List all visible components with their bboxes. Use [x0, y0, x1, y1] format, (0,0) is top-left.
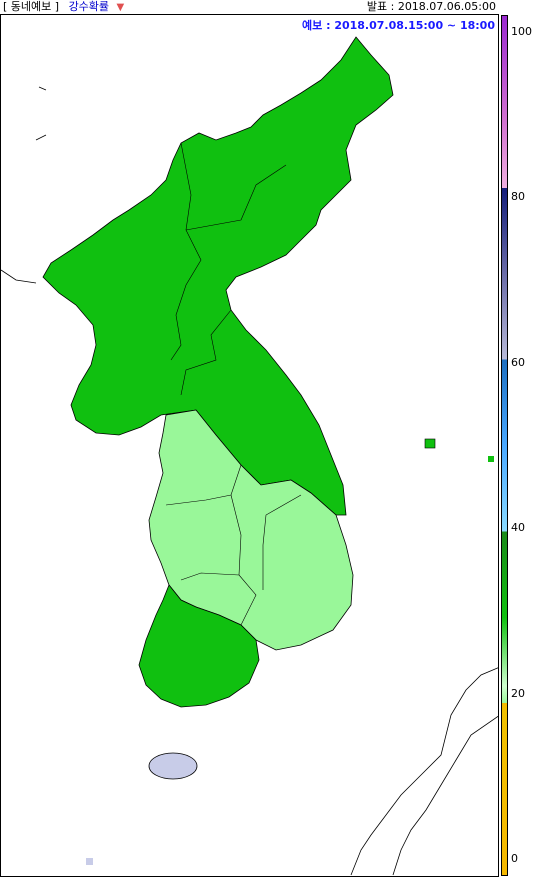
legend-tick-0: 0 [511, 852, 518, 865]
jeju-island [148, 752, 198, 780]
forecast-map[interactable]: 예보 : 2018.07.08.15:00 ~ 18:00 [0, 14, 499, 877]
small-island [86, 858, 93, 865]
legend-tick-80: 80 [511, 190, 525, 204]
ulleung-island [424, 438, 436, 449]
variable-selector[interactable]: 강수확률 [68, 0, 110, 13]
korea-map-svg [1, 36, 498, 876]
header-left: [ 동네예보 ] 강수확률 ▼ [3, 0, 124, 15]
forecast-category[interactable]: [ 동네예보 ] [3, 0, 60, 13]
legend-tick-100: 100 [511, 25, 532, 38]
legend-tick-20: 20 [511, 686, 525, 700]
region-central [148, 409, 354, 651]
china-coast [1, 86, 47, 284]
province-borders [165, 142, 302, 626]
region-north [42, 36, 394, 516]
region-southwest [138, 584, 260, 708]
issue-time: 발표 : 2018.07.06.05:00 [366, 0, 496, 13]
dokdo [488, 456, 494, 462]
legend-colorbar [501, 15, 508, 876]
legend-tick-40: 40 [511, 521, 525, 535]
triangle-down-icon[interactable]: ▼ [116, 2, 125, 13]
legend-tick-60: 60 [511, 355, 525, 369]
japan-coast [350, 667, 498, 876]
header-bar: [ 동네예보 ] 강수확률 ▼ 발표 : 2018.07.06.05:00 [0, 0, 536, 14]
valid-time: 예보 : 2018.07.08.15:00 ~ 18:00 [302, 17, 495, 33]
